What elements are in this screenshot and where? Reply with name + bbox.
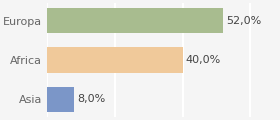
Bar [47,47,183,73]
Bar [47,87,74,112]
Bar [47,8,223,33]
Text: 52,0%: 52,0% [226,16,261,26]
Text: 40,0%: 40,0% [185,55,221,65]
Text: 8,0%: 8,0% [77,94,106,104]
